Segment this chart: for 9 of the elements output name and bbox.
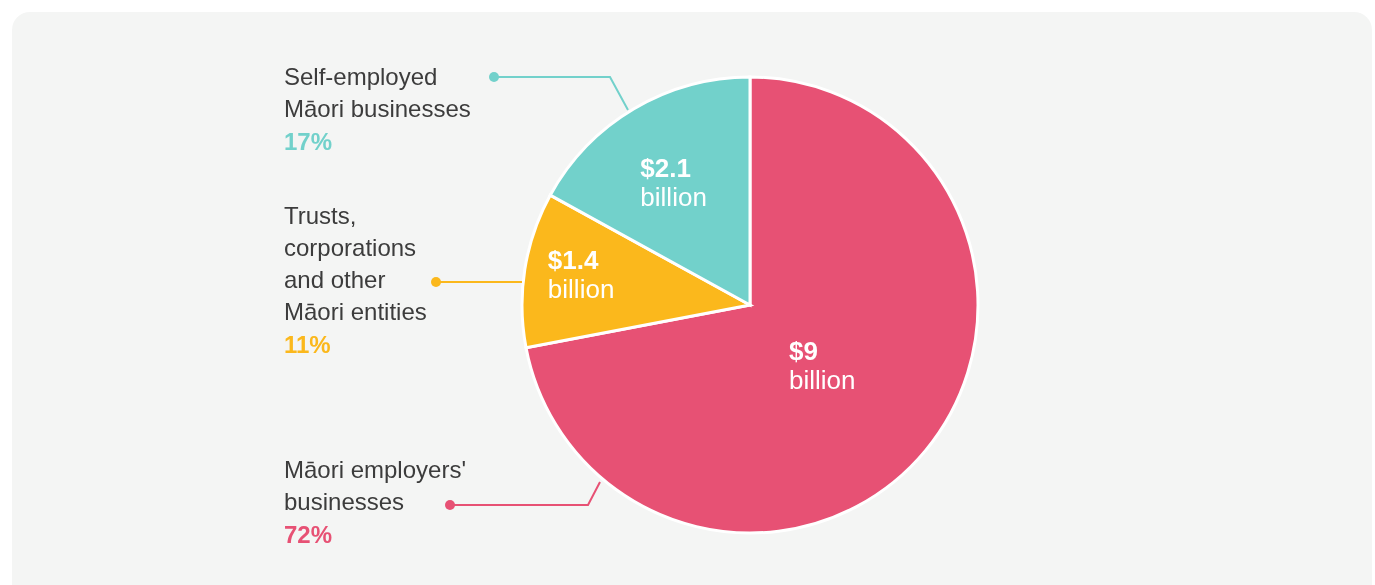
text: $9 billion [789, 336, 856, 396]
data-label: 72% [284, 521, 333, 548]
slice-label: Trusts, corporations and other Māori entities [284, 202, 427, 325]
data-label: 17% [284, 128, 333, 155]
slice-label: Māori employers' businesses [284, 456, 466, 515]
text: $2.1 billion [640, 153, 707, 213]
legend-label: Self-employed Māori businesses [284, 63, 471, 122]
text: $1.4 billion [547, 245, 615, 305]
data-label: 11% [284, 331, 331, 358]
